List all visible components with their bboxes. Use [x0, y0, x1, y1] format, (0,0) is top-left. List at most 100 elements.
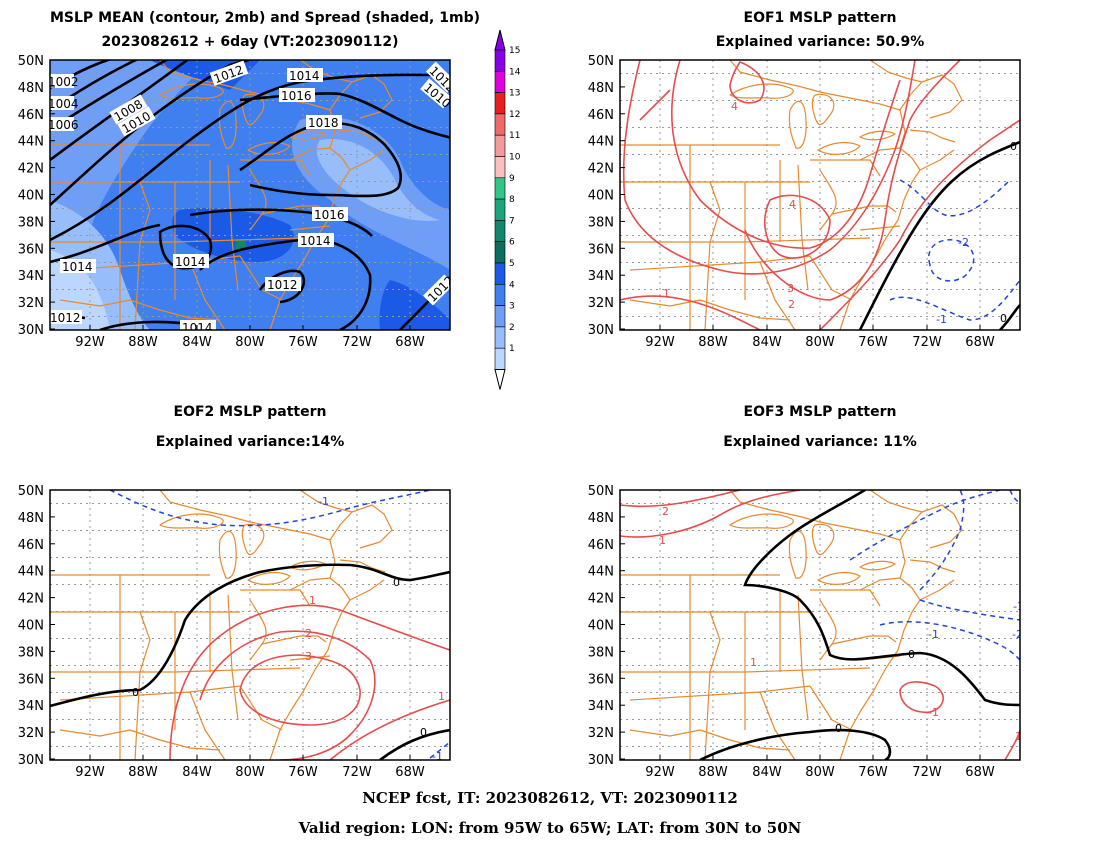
- lat-tick-label: 32N: [18, 296, 44, 311]
- lon-tick-label: 84W: [752, 765, 782, 780]
- lat-tick-label: 34N: [588, 699, 614, 714]
- svg-text:-1: -1: [928, 706, 939, 719]
- eof1-contour-labels: 4 4 3 2 1 0 -2 -1 0: [663, 100, 1017, 326]
- lon-tick-label: 68W: [965, 765, 995, 780]
- colorbar-level-label: 2: [509, 323, 515, 333]
- lat-tick-label: 46N: [588, 108, 614, 123]
- mean-label-1014-top: 1014: [289, 69, 320, 83]
- colorbar-segment: [494, 156, 506, 179]
- svg-text:3: 3: [787, 282, 794, 295]
- lat-tick-label: 30N: [18, 753, 44, 768]
- lat-tick-label: 34N: [18, 699, 44, 714]
- lon-tick-label: 80W: [235, 335, 265, 350]
- svg-text:0: 0: [420, 726, 427, 739]
- colorbar-level-label: 15: [509, 46, 520, 56]
- eof2-panel: -1 0 0 1 2 3 1 0 -1: [49, 489, 451, 761]
- axis-labels: 50N 48N 46N 44N 42N 40N 38N 36N 34N 32N 30N 92W 88W 8…: [18, 54, 995, 780]
- mean-panel: 1002 1004 1006 1008 1010 1012 1014 1016 …: [48, 59, 451, 331]
- lat-tick-label: 42N: [18, 162, 44, 177]
- svg-text:-1: -1: [318, 495, 329, 508]
- lat-tick-label: 50N: [18, 54, 44, 69]
- svg-text:0: 0: [908, 648, 915, 661]
- footer-forecast-info: NCEP fcst, IT: 2023082612, VT: 202309011…: [362, 789, 738, 807]
- colorbar-level-label: 9: [509, 174, 515, 184]
- colorbar-segment: [494, 326, 506, 349]
- lat-tick-label: 44N: [588, 565, 614, 580]
- svg-text:0: 0: [132, 686, 139, 699]
- eof1-panel-title: EOF1 MSLP pattern: [743, 10, 897, 26]
- lat-tick-label: 30N: [588, 323, 614, 338]
- colorbar-level-label: 12: [509, 110, 520, 120]
- lon-tick-label: 84W: [182, 335, 212, 350]
- colorbar-level-label: 11: [509, 131, 520, 141]
- lat-tick-label: 30N: [588, 753, 614, 768]
- colorbar-level-label: 13: [509, 89, 520, 99]
- lat-tick-label: 40N: [18, 619, 44, 634]
- colorbar-level-label: 6: [509, 238, 515, 248]
- mean-label-1002: 1002: [48, 75, 79, 89]
- lon-tick-label: 88W: [698, 765, 728, 780]
- lat-tick-label: 42N: [18, 592, 44, 607]
- svg-text:-1: -1: [928, 628, 939, 641]
- colorbar-level-label: 10: [509, 153, 521, 163]
- svg-text:1: 1: [438, 690, 445, 703]
- lat-tick-label: 38N: [18, 645, 44, 660]
- lon-tick-label: 80W: [805, 765, 835, 780]
- lat-tick-label: 34N: [18, 269, 44, 284]
- svg-text:4: 4: [731, 100, 738, 113]
- colorbar-segment: [494, 71, 506, 93]
- svg-text:1: 1: [750, 656, 757, 669]
- lon-tick-label: 76W: [288, 765, 318, 780]
- colorbar-segment: [494, 305, 506, 328]
- lon-tick-label: 68W: [965, 335, 995, 350]
- lat-tick-label: 48N: [588, 81, 614, 96]
- lon-tick-label: 92W: [75, 335, 105, 350]
- colorbar-segment: [494, 262, 506, 285]
- svg-text:0: 0: [1000, 312, 1007, 325]
- svg-text:1: 1: [309, 594, 316, 607]
- lat-tick-label: 42N: [588, 592, 614, 607]
- colorbar-segment: [494, 113, 506, 136]
- lat-tick-label: 48N: [588, 511, 614, 526]
- lat-tick-label: 46N: [18, 108, 44, 123]
- lon-tick-label: 88W: [128, 765, 158, 780]
- colorbar-level-label: 1: [509, 344, 515, 354]
- svg-text:0: 0: [393, 576, 400, 589]
- lat-tick-label: 50N: [18, 484, 44, 499]
- lon-tick-label: 68W: [395, 765, 425, 780]
- lon-tick-label: 92W: [645, 765, 675, 780]
- eof3-panel-title: EOF3 MSLP pattern: [743, 404, 897, 420]
- colorbar-level-label: 5: [509, 259, 515, 269]
- lon-tick-label: 92W: [75, 765, 105, 780]
- lon-tick-label: 76W: [858, 765, 888, 780]
- mean-panel-subtitle: 2023082612 + 6day (VT:2023090112): [101, 34, 399, 50]
- colorbar-segment: [494, 220, 506, 242]
- lat-tick-label: 38N: [588, 215, 614, 230]
- lat-tick-label: 44N: [18, 135, 44, 150]
- colorbar-level-label: 3: [509, 302, 515, 312]
- lon-tick-label: 88W: [128, 335, 158, 350]
- spread-shade-7: [236, 240, 246, 250]
- lon-tick-label: 72W: [342, 335, 372, 350]
- lon-tick-label: 72W: [342, 765, 372, 780]
- lat-tick-label: 30N: [18, 323, 44, 338]
- colorbar-min-arrow: [494, 369, 506, 390]
- svg-text:2: 2: [662, 505, 669, 518]
- colorbar-segment: [494, 198, 506, 221]
- mean-label-1004: 1004: [48, 97, 79, 111]
- eof1-panel-subtitle: Explained variance: 50.9%: [715, 34, 925, 50]
- lat-tick-label: 40N: [588, 189, 614, 204]
- svg-text:1: 1: [663, 287, 670, 300]
- lon-tick-label: 92W: [645, 335, 675, 350]
- lat-tick-label: 48N: [18, 81, 44, 96]
- lat-tick-label: 50N: [588, 54, 614, 69]
- lat-tick-label: 48N: [18, 511, 44, 526]
- footer-valid-region: Valid region: LON: from 95W to 65W; LAT:…: [298, 819, 802, 837]
- colorbar-level-label: 4: [509, 280, 515, 290]
- lat-tick-label: 38N: [588, 645, 614, 660]
- lon-tick-label: 72W: [912, 765, 942, 780]
- lat-tick-label: 36N: [18, 672, 44, 687]
- eof3-panel-subtitle: Explained variance: 11%: [723, 434, 917, 450]
- lat-tick-label: 40N: [588, 619, 614, 634]
- eof2-panel-title: EOF2 MSLP pattern: [173, 404, 327, 420]
